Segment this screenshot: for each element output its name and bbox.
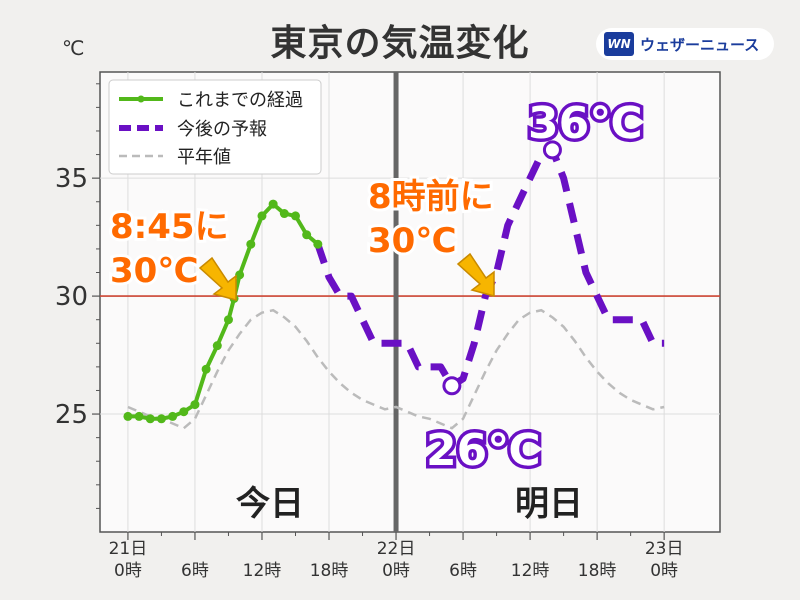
- weathernews-logo-icon: WN: [604, 32, 634, 56]
- legend-forecast-label: 今後の予報: [177, 119, 267, 140]
- legend-observed-marker: [137, 95, 145, 103]
- y-tick-label: 30: [55, 282, 88, 312]
- x-tick-label-hour: 12時: [511, 561, 550, 581]
- x-tick-label-hour: 6時: [181, 561, 209, 581]
- annotation-high-temp: 36℃: [528, 98, 643, 149]
- observed-point: [179, 407, 189, 417]
- forecast-high-marker: [542, 140, 562, 160]
- observed-point: [156, 414, 166, 424]
- x-tick-label-hour: 0時: [650, 561, 678, 581]
- observed-point: [212, 341, 222, 351]
- observed-point: [257, 211, 267, 221]
- x-tick-label-hour: 18時: [578, 561, 617, 581]
- chart-title: 東京の気温変化: [270, 23, 530, 64]
- y-axis: 25 30 35: [55, 83, 100, 509]
- x-tick-label-hour: 6時: [449, 561, 477, 581]
- x-tick-label-hour: 0時: [114, 561, 142, 581]
- x-tick-label-day: 21日: [109, 539, 148, 559]
- brand-badge: WN ウェザーニュース: [596, 28, 774, 60]
- y-unit-label: ℃: [62, 36, 85, 60]
- series-normal: [127, 308, 665, 430]
- arrow-today-icon: [198, 256, 237, 301]
- observed-point: [201, 364, 211, 374]
- y-tick-label: 35: [55, 164, 88, 194]
- annotation-today-time: 8:45に: [110, 207, 229, 247]
- legend-box: [108, 79, 322, 175]
- legend-observed-label: これまでの経過: [177, 90, 303, 111]
- observed-point: [190, 400, 200, 410]
- observed-point: [279, 209, 289, 219]
- observed-point: [313, 239, 323, 249]
- observed-point: [302, 230, 312, 240]
- annotation-today-temp: 30℃: [110, 251, 199, 291]
- annotation-low-temp: 26℃: [426, 425, 541, 476]
- observed-point: [290, 211, 300, 221]
- observed-point: [235, 270, 245, 280]
- forecast-low-marker: [442, 376, 462, 396]
- label-today: 今日: [236, 484, 304, 524]
- observed-point: [145, 414, 155, 424]
- x-tick-label-day: 22日: [377, 539, 416, 559]
- y-tick-label: 25: [55, 400, 88, 430]
- label-tomorrow: 明日: [515, 484, 583, 524]
- normal-line: [127, 308, 665, 430]
- legend: これまでの経過 今後の予報 平年値: [108, 79, 322, 175]
- annotation-tomorrow-time: 8時前に: [368, 177, 494, 217]
- arrow-tomorrow-icon: [456, 252, 495, 297]
- observed-point: [134, 411, 144, 421]
- observed-point: [168, 411, 178, 421]
- observed-point: [123, 411, 133, 421]
- observed-point: [223, 315, 233, 325]
- legend-normal-label: 平年値: [177, 147, 231, 168]
- brand-name: ウェザーニュース: [640, 35, 760, 54]
- observed-point: [246, 239, 256, 249]
- observed-point: [268, 199, 278, 209]
- x-tick-label-day: 23日: [645, 539, 684, 559]
- x-tick-label-hour: 18時: [310, 561, 349, 581]
- x-tick-label-hour: 0時: [382, 561, 410, 581]
- x-tick-label-hour: 12時: [243, 561, 282, 581]
- annotation-tomorrow-temp: 30℃: [368, 221, 457, 261]
